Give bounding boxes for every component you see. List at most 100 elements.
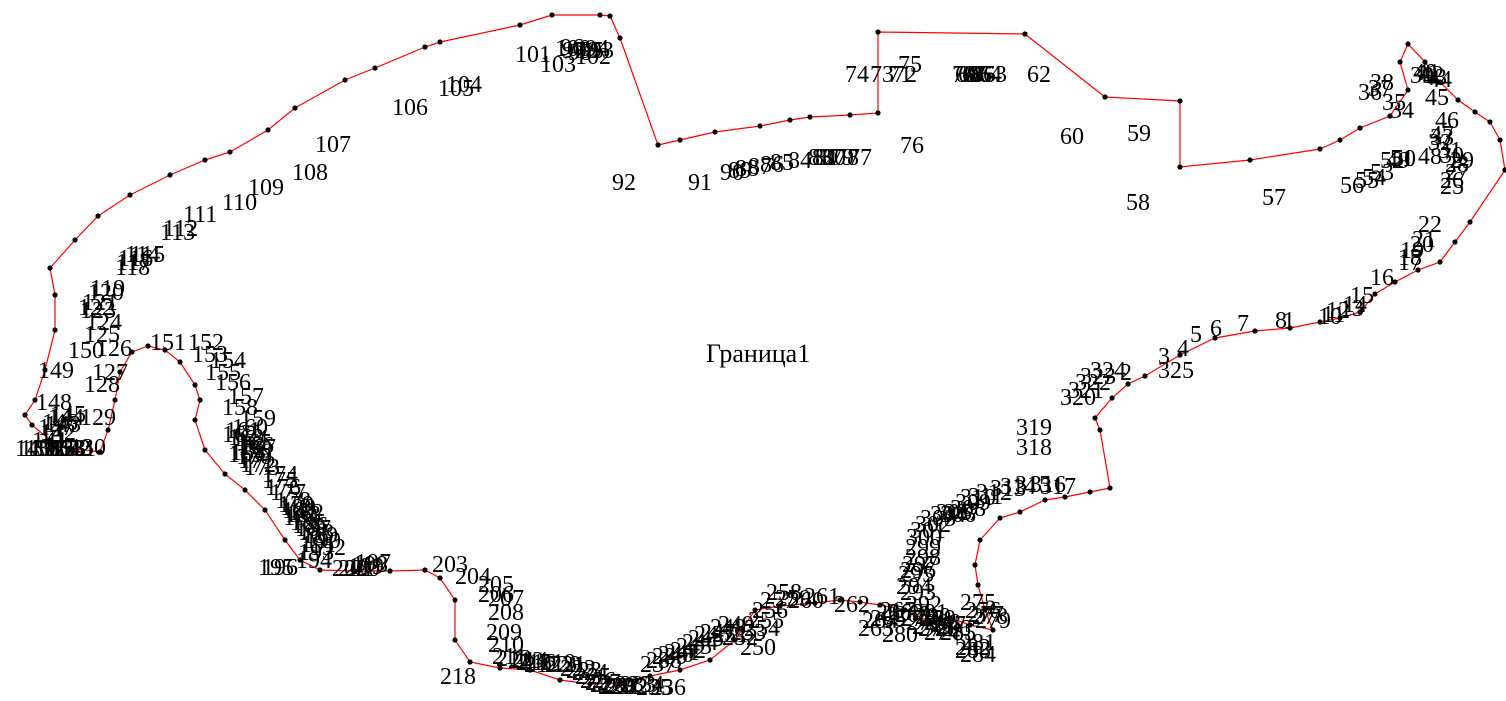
- vertex-label: 114: [125, 242, 160, 268]
- vertex-label: 119: [90, 276, 125, 302]
- boundary-vertex: [129, 349, 135, 355]
- boundary-vertex: [352, 568, 358, 574]
- vertex-label: 155: [205, 360, 241, 386]
- vertex-label: 172: [240, 452, 276, 478]
- boundary-vertex: [1472, 109, 1478, 115]
- boundary-vertex: [297, 557, 303, 563]
- vertex-label: 235: [636, 675, 672, 701]
- vertex-label: 271: [906, 610, 942, 636]
- vertex-label: 251: [712, 622, 748, 648]
- vertex-label: 15: [1350, 283, 1374, 309]
- boundary-vertex: [167, 172, 173, 178]
- vertex-label: 164: [232, 426, 268, 452]
- vertex-label: 100: [555, 36, 591, 62]
- boundary-vertex: [837, 597, 843, 603]
- boundary-vertex: [32, 397, 38, 403]
- vertex-label: 62: [1027, 62, 1051, 88]
- vertex-label: 146: [42, 410, 78, 436]
- vertex-label: 145: [50, 402, 86, 428]
- vertex-label: 154: [210, 348, 246, 374]
- boundary-vertex: [72, 237, 78, 243]
- boundary-vertex: [145, 343, 151, 349]
- vertex-label: 282: [955, 635, 991, 661]
- vertex-label: 305: [936, 500, 972, 526]
- boundary-vertex: [967, 622, 973, 628]
- boundary-vertex: [977, 537, 983, 543]
- vertex-label: 198: [352, 552, 388, 578]
- vertex-label: 81: [815, 145, 839, 171]
- vertex-label: 315: [1015, 472, 1051, 498]
- vertex-label: 269: [895, 602, 931, 628]
- boundary-vertex: [452, 597, 458, 603]
- vertex-label: 71: [888, 62, 912, 88]
- boundary-vertex: [1092, 415, 1098, 421]
- boundary-vertex: [990, 627, 996, 633]
- vertex-label: 298: [905, 545, 941, 571]
- vertex-label: 58: [1126, 190, 1150, 216]
- vertex-label: 275: [960, 590, 996, 616]
- vertex-label: 232: [612, 674, 648, 700]
- boundary-vertex: [192, 382, 198, 388]
- vertex-label: 80: [822, 145, 846, 171]
- vertex-label: 253: [730, 620, 766, 646]
- vertex-label: 107: [315, 132, 351, 158]
- vertex-label: 36: [1358, 80, 1382, 106]
- boundary-vertex: [607, 13, 613, 19]
- vertex-label: 22: [1418, 212, 1442, 238]
- vertex-label: 65: [972, 62, 996, 88]
- boundary-vertex: [497, 665, 503, 671]
- boundary-vertex: [1357, 125, 1363, 131]
- boundary-vertex: [282, 537, 288, 543]
- vertex-label: 160: [232, 415, 268, 441]
- vertex-label: 287: [930, 612, 966, 638]
- boundary-vertex: [617, 680, 623, 686]
- boundary-vertex: [227, 149, 233, 155]
- boundary-vertex: [857, 599, 863, 605]
- vertex-label: 89: [728, 158, 752, 184]
- boundary-vertex: [975, 582, 981, 588]
- vertex-label: 99: [575, 38, 599, 64]
- vertex-label: 125: [84, 322, 120, 348]
- vertex-label: 228: [590, 672, 626, 698]
- vertex-label: 151: [150, 330, 186, 356]
- boundary-vertex: [452, 637, 458, 643]
- vertex-label: 2: [1120, 360, 1132, 386]
- vertex-label: 165: [236, 430, 272, 456]
- boundary-vertex: [177, 359, 183, 365]
- vertex-label: 289: [920, 606, 956, 632]
- vertex-label: 118: [115, 255, 150, 281]
- vertex-label: 223: [566, 658, 602, 684]
- vertex-label: 255: [748, 608, 784, 634]
- vertex-label: 286: [935, 616, 971, 642]
- boundary-vertex: [52, 292, 58, 298]
- vertex-label: 53: [1370, 160, 1394, 186]
- boundary-vertex: [597, 12, 603, 18]
- vertex-label: 17: [1398, 250, 1422, 276]
- boundary-vertex: [1387, 113, 1393, 119]
- boundary-vertex: [47, 265, 53, 271]
- boundary-vertex: [1422, 59, 1428, 65]
- boundary-vertex: [117, 369, 123, 375]
- vertex-label: 3: [1158, 344, 1170, 370]
- boundary-vertex: [1022, 31, 1028, 37]
- vertex-label: 196: [262, 555, 298, 581]
- boundary-vertex: [42, 367, 48, 373]
- vertex-label: 90: [720, 160, 744, 186]
- vertex-label: 88: [735, 156, 759, 182]
- vertex-label: 33: [1430, 125, 1454, 151]
- boundary-vertex: [437, 575, 443, 581]
- vertex-label: 50: [1392, 146, 1416, 172]
- vertex-label: 139: [20, 436, 56, 462]
- vertex-label: 68: [958, 62, 982, 88]
- vertex-label: 73: [870, 62, 894, 88]
- boundary-vertex: [1109, 395, 1115, 401]
- boundary-vertex: [1452, 239, 1458, 245]
- vertex-label: 127: [92, 360, 128, 386]
- vertex-label: 320: [1060, 385, 1096, 411]
- boundary-vertex: [1437, 79, 1443, 85]
- vertex-label: 157: [228, 384, 264, 410]
- vertex-label: 131: [60, 436, 96, 462]
- vertex-label: 181: [282, 498, 318, 524]
- vertex-label: 143: [45, 412, 81, 438]
- vertex-label: 78: [835, 145, 859, 171]
